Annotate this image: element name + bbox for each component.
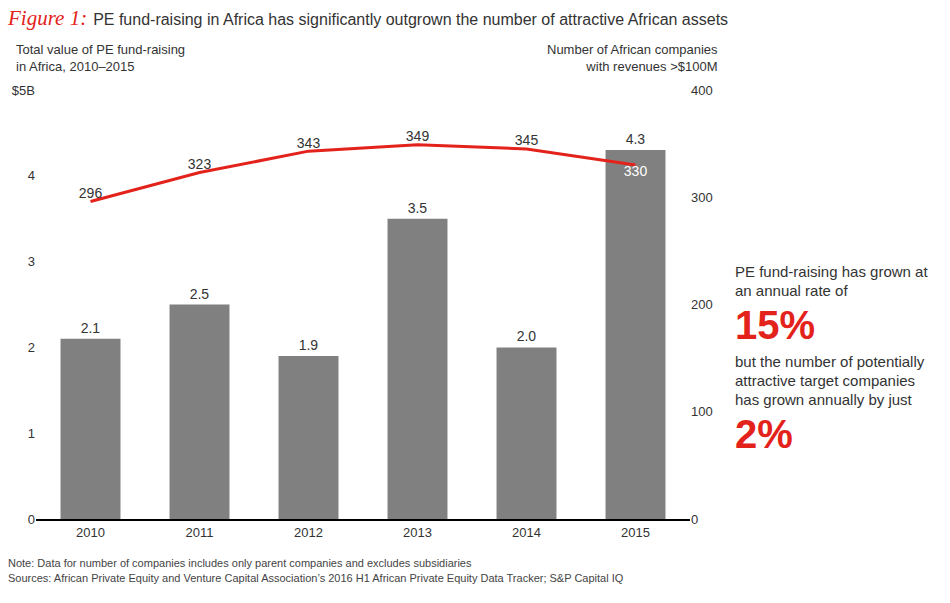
svg-text:2.1: 2.1 [81, 320, 101, 336]
svg-text:2012: 2012 [294, 525, 323, 540]
html-text:but the number of potentially: but the number of potentially attractive… [735, 353, 925, 408]
svg-text:Number of African companieswit: Number of African companieswith revenues… [547, 42, 718, 74]
svg-text:100: 100 [691, 404, 713, 419]
svg-text:Total value of PE fund-raising: Total value of PE fund-raisingin Africa,… [16, 42, 185, 74]
html-text:15%: 15% [735, 303, 816, 347]
html-text:Figure 1: PE fund-raising in A: Figure 1: PE fund-raising in Africa has … [8, 6, 729, 30]
svg-text:2014: 2014 [512, 525, 541, 540]
svg-text:2.5: 2.5 [190, 286, 210, 302]
svg-text:1.9: 1.9 [299, 337, 319, 353]
svg-text:2.0: 2.0 [517, 328, 537, 344]
svg-text:323: 323 [188, 156, 212, 172]
svg-text:3: 3 [28, 254, 35, 269]
svg-text:400: 400 [691, 83, 713, 98]
svg-text:296: 296 [79, 185, 103, 201]
svg-text:0: 0 [691, 512, 698, 527]
svg-text:2011: 2011 [186, 525, 214, 540]
svg-text:1: 1 [28, 426, 35, 441]
svg-text:349: 349 [406, 128, 430, 144]
svg-text:330: 330 [624, 163, 648, 179]
svg-text:343: 343 [297, 135, 321, 151]
svg-text:2: 2 [28, 340, 35, 355]
svg-text:4: 4 [28, 168, 35, 183]
svg-text:345: 345 [515, 132, 539, 148]
svg-text:2015: 2015 [621, 525, 650, 540]
svg-text:$5B: $5B [12, 83, 35, 98]
html-text:2%: 2% [735, 412, 793, 456]
svg-text:2010: 2010 [76, 525, 105, 540]
html-text:PE fund-raising has grown at a: PE fund-raising has grown at an annual r… [735, 263, 928, 299]
svg-text:0: 0 [28, 512, 35, 527]
html-text:Note: Data for number of compa: Note: Data for number of companies inclu… [8, 557, 472, 569]
svg-text:300: 300 [691, 190, 713, 205]
html-text:Sources: African Private Equit: Sources: African Private Equity and Vent… [8, 572, 624, 584]
svg-text:2013: 2013 [403, 525, 432, 540]
svg-text:200: 200 [691, 297, 713, 312]
svg-text:3.5: 3.5 [408, 200, 428, 216]
svg-text:4.3: 4.3 [626, 131, 646, 147]
